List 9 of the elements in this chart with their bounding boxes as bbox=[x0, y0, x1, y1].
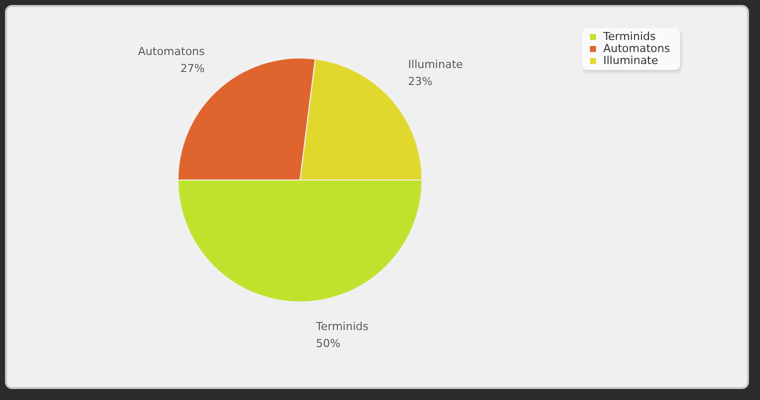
data-label: 23% bbox=[408, 74, 432, 88]
legend-label: Automatons bbox=[603, 42, 670, 55]
slice-label: Automatons bbox=[138, 44, 206, 58]
data-label: 50% bbox=[316, 337, 340, 350]
slice-label: Terminids bbox=[315, 320, 369, 333]
slice-label: Illuminate bbox=[408, 58, 464, 71]
legend-label: Illuminate bbox=[603, 54, 658, 67]
data-label: 27% bbox=[180, 62, 205, 75]
legend-label: Terminids bbox=[603, 30, 656, 43]
